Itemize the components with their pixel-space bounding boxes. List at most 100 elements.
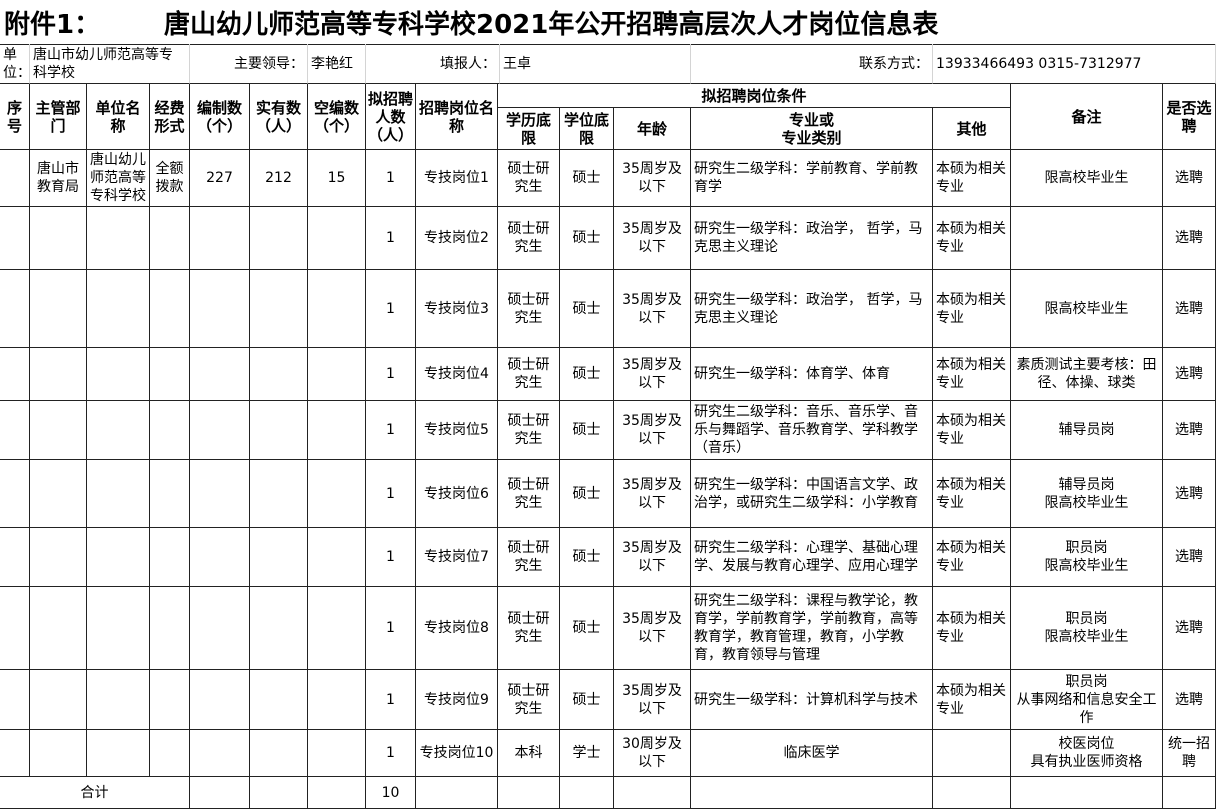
cell: 专技岗位3 (416, 270, 498, 348)
cell (190, 401, 250, 460)
cell: 1 (366, 401, 416, 460)
cell: 212 (250, 150, 308, 207)
cell (250, 528, 308, 587)
cell (1011, 207, 1163, 270)
cell (250, 460, 308, 528)
cell (498, 777, 560, 809)
cell: 专技岗位1 (416, 150, 498, 207)
cell (308, 587, 366, 670)
cell: 全额拨款 (150, 150, 190, 207)
cell (691, 777, 933, 809)
cell (308, 348, 366, 401)
cell (87, 460, 150, 528)
cell (1163, 777, 1216, 809)
cell: 选聘 (1163, 401, 1216, 460)
cell: 专技岗位8 (416, 587, 498, 670)
cell (190, 528, 250, 587)
cell (87, 270, 150, 348)
cell (250, 670, 308, 730)
header-cell: 单位名称 (87, 84, 150, 150)
total-value: 10 (366, 777, 416, 809)
cell: 1 (366, 670, 416, 730)
cell (30, 460, 87, 528)
total-label: 合计 (0, 777, 190, 809)
cell (87, 670, 150, 730)
header-cell: 主管部门 (30, 84, 87, 150)
cell (30, 207, 87, 270)
cell: 唐山幼儿师范高等专科学校 (87, 150, 150, 207)
cell: 选聘 (1163, 670, 1216, 730)
cell: 临床医学 (691, 730, 933, 777)
cell: 选聘 (1163, 207, 1216, 270)
cell: 专技岗位9 (416, 670, 498, 730)
cell (614, 777, 691, 809)
cell: 本硕为相关专业 (933, 587, 1011, 670)
cell (190, 670, 250, 730)
cell: 硕士研究生 (498, 348, 560, 401)
cell: 硕士 (560, 587, 614, 670)
cell (150, 730, 190, 777)
cell: 1 (366, 150, 416, 207)
cell: 35周岁及以下 (614, 460, 691, 528)
cell: 1 (366, 348, 416, 401)
cell (250, 348, 308, 401)
cell: 限高校毕业生 (1011, 270, 1163, 348)
cell: 研究生一级学科：中国语言文学、政治学，或研究生二级学科：小学教育 (691, 460, 933, 528)
cell (190, 460, 250, 528)
cell: 1 (366, 730, 416, 777)
cell: 研究生一级学科：政治学， 哲学，马克思主义理论 (691, 207, 933, 270)
cell: 选聘 (1163, 587, 1216, 670)
cell (416, 777, 498, 809)
cell: 专技岗位5 (416, 401, 498, 460)
cell: 研究生二级学科：课程与教学论，教育学，学前教育学，学前教育，高等教育学，教育管理… (691, 587, 933, 670)
cell (0, 401, 30, 460)
cell (150, 207, 190, 270)
cell (0, 670, 30, 730)
cell (560, 777, 614, 809)
cell: 职员岗 限高校毕业生 (1011, 528, 1163, 587)
cell (0, 348, 30, 401)
cell (308, 460, 366, 528)
cell: 硕士 (560, 270, 614, 348)
header-cell: 经费形式 (150, 84, 190, 150)
info-value: 李艳红 (308, 44, 366, 84)
cell: 35周岁及以下 (614, 150, 691, 207)
info-value: 13933466493 0315-7312977 (933, 44, 1216, 84)
cell: 职员岗 从事网络和信息安全工作 (1011, 670, 1163, 730)
header-cell: 编制数（个） (190, 84, 250, 150)
cell: 校医岗位 具有执业医师资格 (1011, 730, 1163, 777)
cell: 本硕为相关专业 (933, 401, 1011, 460)
header-group: 拟招聘岗位条件 (498, 84, 1011, 108)
cell: 硕士 (560, 401, 614, 460)
header-cell: 年龄 (614, 108, 691, 150)
cell (250, 730, 308, 777)
cell (250, 207, 308, 270)
cell: 硕士 (560, 348, 614, 401)
cell (30, 670, 87, 730)
cell: 研究生二级学科：学前教育、学前教育学 (691, 150, 933, 207)
cell: 本硕为相关专业 (933, 270, 1011, 348)
cell (190, 270, 250, 348)
cell: 35周岁及以下 (614, 670, 691, 730)
title-bar: 附件1： 唐山幼儿师范高等专科学校2021年公开招聘高层次人才岗位信息表 (0, 0, 1216, 45)
cell: 硕士研究生 (498, 460, 560, 528)
cell (250, 270, 308, 348)
cell: 硕士研究生 (498, 587, 560, 670)
cell (190, 777, 250, 809)
cell (308, 401, 366, 460)
cell (190, 587, 250, 670)
cell: 硕士 (560, 150, 614, 207)
cell: 学士 (560, 730, 614, 777)
cell (150, 270, 190, 348)
cell: 1 (366, 528, 416, 587)
cell: 素质测试主要考核：田径、体操、球类 (1011, 348, 1163, 401)
header-cell: 招聘岗位名称 (416, 84, 498, 150)
cell (0, 207, 30, 270)
cell: 1 (366, 460, 416, 528)
cell: 硕士研究生 (498, 270, 560, 348)
header-cell: 其他 (933, 108, 1011, 150)
cell (30, 348, 87, 401)
cell (87, 528, 150, 587)
cell: 专技岗位2 (416, 207, 498, 270)
